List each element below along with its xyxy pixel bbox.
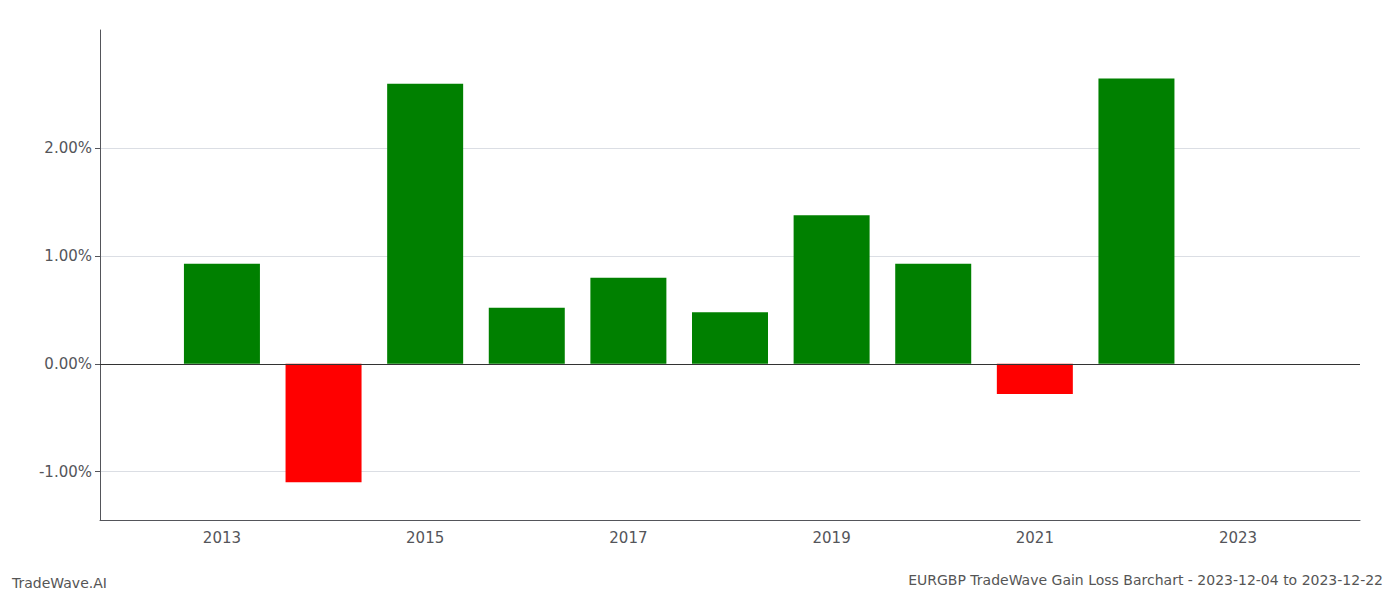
svg-text:2013: 2013 bbox=[203, 529, 241, 547]
svg-text:2017: 2017 bbox=[609, 529, 647, 547]
svg-text:1.00%: 1.00% bbox=[44, 247, 92, 265]
svg-text:TradeWave.AI: TradeWave.AI bbox=[11, 575, 107, 591]
svg-text:-1.00%: -1.00% bbox=[39, 463, 92, 481]
svg-text:2015: 2015 bbox=[406, 529, 444, 547]
svg-text:2021: 2021 bbox=[1016, 529, 1054, 547]
svg-text:2023: 2023 bbox=[1219, 529, 1257, 547]
svg-text:0.00%: 0.00% bbox=[44, 355, 92, 373]
svg-text:2.00%: 2.00% bbox=[44, 139, 92, 157]
svg-text:2019: 2019 bbox=[813, 529, 851, 547]
svg-text:EURGBP TradeWave Gain Loss Bar: EURGBP TradeWave Gain Loss Barchart - 20… bbox=[908, 572, 1383, 588]
